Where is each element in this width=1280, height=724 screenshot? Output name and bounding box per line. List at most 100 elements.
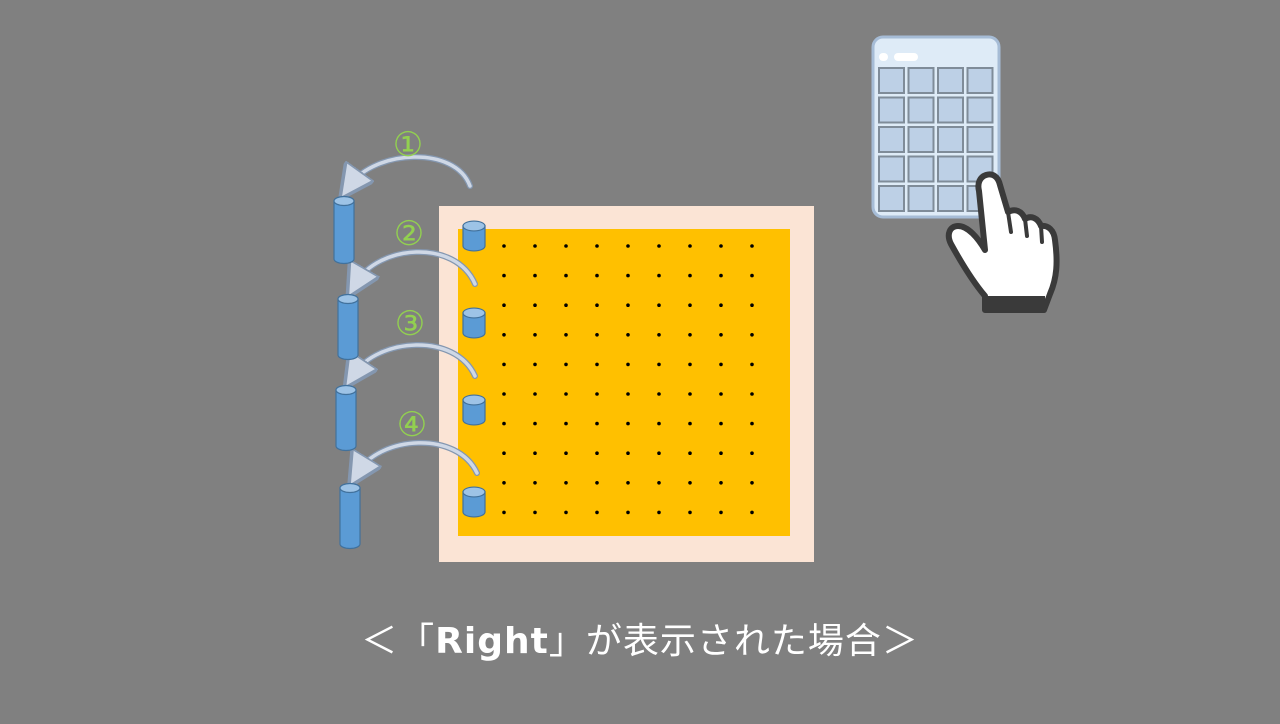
board-hole xyxy=(750,273,754,278)
caption-keyword: Right xyxy=(435,621,549,662)
keypad-key xyxy=(878,96,905,124)
step-label: ④ xyxy=(397,405,427,445)
board-hole xyxy=(533,244,537,248)
keypad-key xyxy=(907,67,935,94)
board-hole xyxy=(688,481,692,485)
keypad-key xyxy=(907,126,935,153)
board-hole xyxy=(688,244,692,248)
board-hole xyxy=(750,392,754,396)
keypad-key xyxy=(937,126,964,153)
board-hole xyxy=(564,333,568,337)
board-hole xyxy=(626,303,630,308)
keypad-key xyxy=(878,185,905,212)
board-hole xyxy=(564,451,568,456)
board-hole xyxy=(750,362,754,367)
board-hole xyxy=(750,244,754,248)
step-arrow xyxy=(358,441,479,473)
keypad-key xyxy=(878,155,905,183)
keypad-key xyxy=(907,96,935,124)
board-hole xyxy=(688,510,692,515)
keypad-key xyxy=(937,67,964,94)
board-hole xyxy=(750,303,754,308)
keypad-key xyxy=(966,126,994,153)
board-peg xyxy=(462,486,486,518)
board-hole xyxy=(533,362,537,367)
step-label: ① xyxy=(393,125,423,165)
board-hole xyxy=(719,421,723,426)
board-hole xyxy=(719,510,723,515)
step-arrow xyxy=(354,343,477,376)
board-hole xyxy=(719,451,723,456)
board-hole xyxy=(750,333,754,337)
board-hole xyxy=(626,481,630,485)
board-hole xyxy=(657,510,661,515)
step-arrows xyxy=(350,154,480,473)
board-surface xyxy=(458,229,790,536)
moved-peg xyxy=(337,293,359,361)
keypad-key xyxy=(878,126,905,153)
board-hole xyxy=(626,392,630,396)
board-hole xyxy=(533,273,537,278)
board-hole xyxy=(719,362,723,367)
board-peg xyxy=(462,394,486,426)
board-hole xyxy=(502,244,506,248)
board-hole xyxy=(626,421,630,426)
moved-peg xyxy=(339,482,361,550)
pointing-hand-icon xyxy=(945,171,1060,313)
caption: ＜「Right」が表示された場合＞ xyxy=(0,612,1280,664)
board-hole xyxy=(564,481,568,485)
board-hole xyxy=(719,303,723,308)
board-hole xyxy=(502,421,506,426)
board-peg xyxy=(462,220,486,252)
board-hole xyxy=(502,362,506,367)
board-hole xyxy=(595,303,599,308)
board-hole xyxy=(595,362,599,367)
moved-peg xyxy=(333,195,355,265)
board-hole xyxy=(595,244,599,248)
step-arrow xyxy=(350,155,472,186)
board-hole xyxy=(533,481,537,485)
board-hole xyxy=(502,451,506,456)
keypad-key xyxy=(878,67,905,94)
board-hole xyxy=(750,510,754,515)
board-hole xyxy=(719,392,723,396)
keypad-key xyxy=(907,185,935,212)
board-hole xyxy=(688,333,692,337)
step-label: ③ xyxy=(395,304,425,344)
board-hole xyxy=(688,303,692,308)
board-hole xyxy=(657,481,661,485)
board-hole xyxy=(533,303,537,308)
board-hole xyxy=(595,481,599,485)
board-hole xyxy=(657,303,661,308)
board-hole xyxy=(750,421,754,426)
keypad-key xyxy=(907,155,935,183)
board-hole xyxy=(502,510,506,515)
board-hole xyxy=(626,362,630,367)
board-hole xyxy=(719,273,723,278)
board-hole xyxy=(595,421,599,426)
board-hole xyxy=(502,333,506,337)
board-hole xyxy=(595,333,599,337)
board-hole xyxy=(688,421,692,426)
board-hole xyxy=(719,333,723,337)
board-hole xyxy=(502,481,506,485)
board-hole xyxy=(626,273,630,278)
board-hole xyxy=(719,244,723,248)
moved-peg xyxy=(335,384,357,452)
step-arrow xyxy=(356,250,477,284)
board-hole xyxy=(533,451,537,456)
keypad-key xyxy=(937,155,964,183)
board-hole xyxy=(564,273,568,278)
board-hole xyxy=(595,392,599,396)
board-hole xyxy=(595,510,599,515)
keypad-key xyxy=(966,96,994,124)
board-peg xyxy=(462,307,486,339)
board-hole xyxy=(595,273,599,278)
board-hole xyxy=(750,451,754,456)
board-hole xyxy=(657,244,661,248)
board-hole xyxy=(564,362,568,367)
keypad-key xyxy=(937,185,964,212)
board-hole xyxy=(564,392,568,396)
